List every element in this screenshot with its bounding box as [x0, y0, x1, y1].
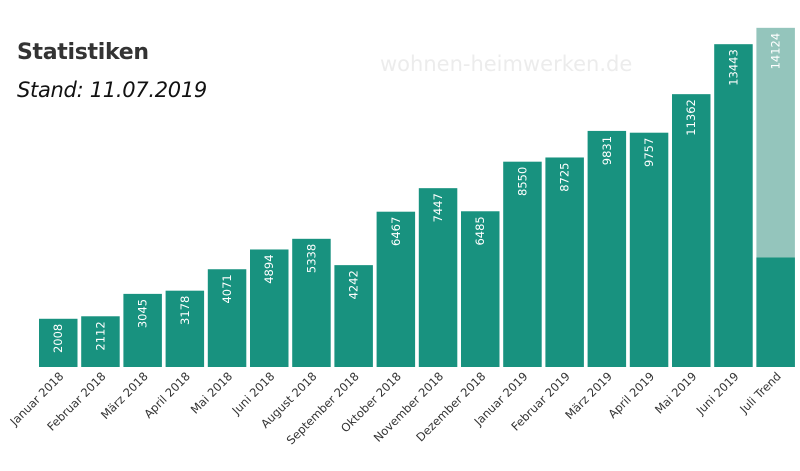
bar-value-label: 4894: [262, 254, 276, 283]
bar: [165, 290, 205, 367]
bar-value-label: 9831: [600, 136, 614, 165]
x-tick-label: Mai 2018: [188, 369, 235, 416]
bar: [629, 132, 669, 367]
bar: [334, 265, 373, 367]
bar-value-label: 4071: [220, 274, 234, 303]
bar: [250, 249, 289, 367]
bar: [503, 161, 542, 367]
bar-value-label: 5338: [304, 244, 318, 273]
bar-value-label: 6467: [389, 217, 403, 246]
bar-value-label: 3178: [178, 296, 192, 325]
bar: [39, 318, 78, 367]
bar: [207, 269, 247, 367]
bar-value-label: 2112: [93, 321, 107, 350]
bar: [672, 94, 711, 368]
chart-subtitle: Stand: 11.07.2019: [17, 78, 207, 102]
bar-value-label: 3045: [136, 299, 150, 328]
bar: [418, 188, 458, 367]
bar-value-label: 9757: [642, 138, 656, 167]
bar: [292, 238, 331, 367]
bar-value-label: 6485: [473, 216, 487, 245]
x-tick-label: April 2018: [141, 369, 193, 421]
x-tick-label: Mai 2019: [652, 369, 699, 416]
bar-value-label: 14124: [769, 33, 783, 70]
chart-title: Statistiken: [17, 40, 149, 65]
bar: [461, 211, 500, 367]
bar-value-label: 13443: [726, 49, 740, 86]
x-tick-label: September 2018: [284, 369, 362, 447]
bar-value-label: 2008: [51, 324, 65, 353]
bar-trend-actual: [756, 257, 795, 367]
bar-value-label: 4242: [347, 270, 361, 299]
bar: [587, 130, 627, 367]
bar-value-label: 11362: [684, 99, 698, 136]
watermark-text: wohnen-heimwerken.de: [380, 52, 633, 76]
bar: [545, 157, 584, 367]
bar-value-label: 8550: [515, 167, 529, 196]
bar: [376, 211, 416, 367]
bar: [123, 293, 162, 367]
bar: [81, 316, 120, 367]
bar-value-label: 7447: [431, 193, 445, 222]
bar: [714, 44, 753, 368]
x-tick-label: Juli Trend: [736, 369, 784, 417]
x-tick-label: Juni 2019: [693, 369, 742, 418]
bar-value-label: 8725: [558, 162, 572, 191]
x-tick-label: April 2019: [605, 369, 657, 421]
